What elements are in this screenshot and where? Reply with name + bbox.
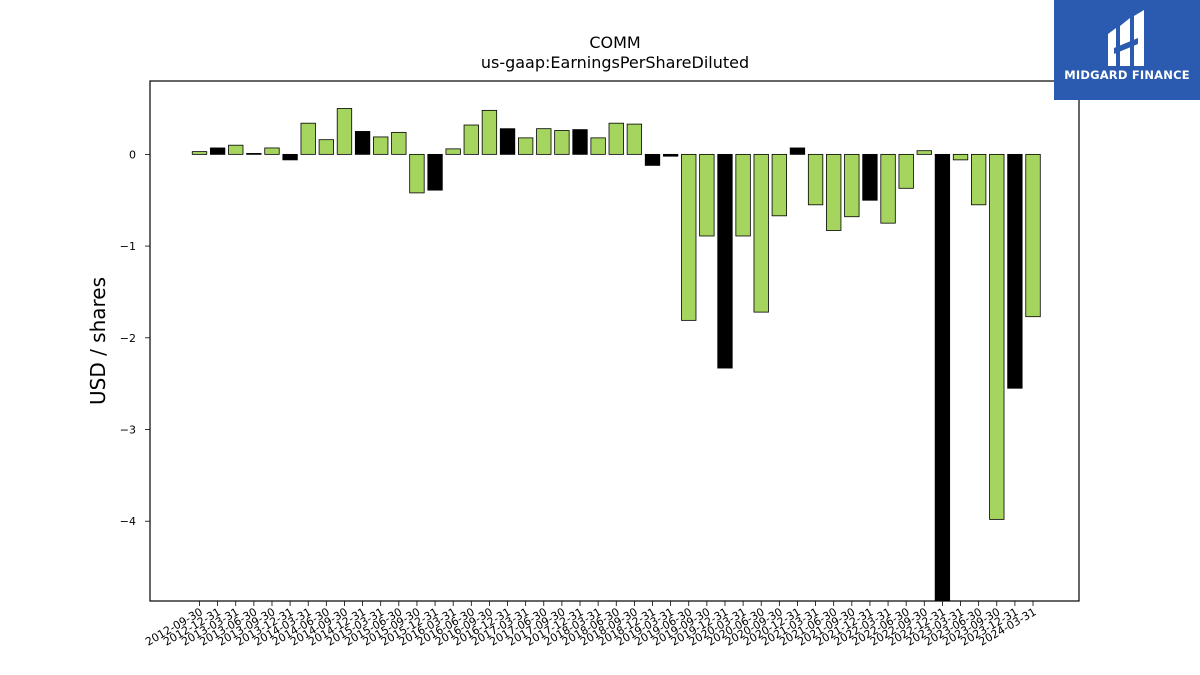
- y-tick-label: −2: [120, 332, 136, 345]
- y-tick-label: −3: [120, 424, 136, 437]
- bar-2022-03-31: [880, 153, 896, 224]
- brand-logo: MIDGARD FINANCE: [1054, 0, 1200, 100]
- bar-2014-09-30: [336, 108, 353, 155]
- bar-2018-12-31: [644, 153, 661, 166]
- bar-2015-03-31: [373, 136, 389, 155]
- bar-2018-03-31: [590, 137, 606, 155]
- bar-2016-09-30: [481, 109, 498, 155]
- bar-2022-06-30: [898, 153, 914, 189]
- bar-2023-03-31: [952, 153, 969, 161]
- bar-2022-09-30: [916, 150, 932, 155]
- bar-2014-06-30: [318, 139, 334, 155]
- y-ticks-group: 0 −1 −2 −3 −4: [120, 148, 150, 528]
- bar-2021-09-30: [844, 153, 860, 218]
- chart-title: COMM: [589, 33, 640, 52]
- bar-2017-03-31: [518, 137, 534, 155]
- x-ticks-group: 2012-09-302012-12-312013-03-312013-06-30…: [143, 601, 1039, 649]
- bar-2014-12-31: [354, 131, 371, 155]
- bar-2013-12-31: [282, 153, 298, 161]
- bars-group: [191, 108, 1041, 602]
- bar-2020-09-30: [771, 153, 787, 217]
- bar-2023-06-30: [971, 153, 987, 206]
- bar-2016-06-30: [463, 124, 479, 155]
- bar-2020-03-31: [735, 153, 751, 237]
- midgard-logo-icon: [1108, 10, 1144, 66]
- bar-2019-09-30: [699, 153, 715, 237]
- bar-2019-12-31: [717, 153, 733, 369]
- bar-2017-12-31: [572, 129, 588, 155]
- bar-2020-06-30: [753, 153, 769, 313]
- bar-2018-09-30: [626, 123, 643, 155]
- brand-logo-text: MIDGARD FINANCE: [1064, 68, 1190, 82]
- bar-2013-06-30: [246, 153, 262, 155]
- y-axis-label: USD / shares: [86, 277, 110, 405]
- y-tick-label: −4: [120, 515, 136, 528]
- bar-2012-12-31: [209, 147, 226, 155]
- bar-2020-12-31: [789, 147, 806, 155]
- chart-subtitle: us-gaap:EarningsPerShareDiluted: [481, 53, 749, 72]
- bar-2019-06-30: [681, 153, 697, 321]
- plot-frame: [149, 80, 1080, 602]
- bar-2015-09-30: [409, 153, 425, 194]
- bar-2015-06-30: [391, 131, 407, 155]
- bar-2013-03-31: [228, 144, 244, 155]
- bar-2023-12-31: [1007, 153, 1023, 389]
- bar-2017-09-30: [554, 130, 570, 155]
- bar-2021-12-31: [862, 153, 878, 201]
- bar-2024-03-31: [1025, 153, 1041, 318]
- y-tick-label: 0: [129, 148, 136, 161]
- bar-2016-12-31: [499, 128, 516, 155]
- bar-2015-12-31: [427, 153, 443, 191]
- bar-2022-12-31: [934, 153, 951, 602]
- bar-2014-03-31: [300, 122, 316, 155]
- bar-2018-06-30: [608, 122, 624, 155]
- bar-2021-06-30: [826, 153, 842, 231]
- bar-2019-03-31: [662, 153, 679, 157]
- bar-2021-03-31: [807, 153, 824, 206]
- bar-2016-03-31: [445, 148, 461, 155]
- y-tick-label: −1: [120, 240, 136, 253]
- bar-2012-09-30: [191, 151, 208, 155]
- bar-2013-09-30: [264, 147, 280, 155]
- bar-2017-06-30: [536, 128, 552, 155]
- bar-2023-09-30: [989, 153, 1005, 520]
